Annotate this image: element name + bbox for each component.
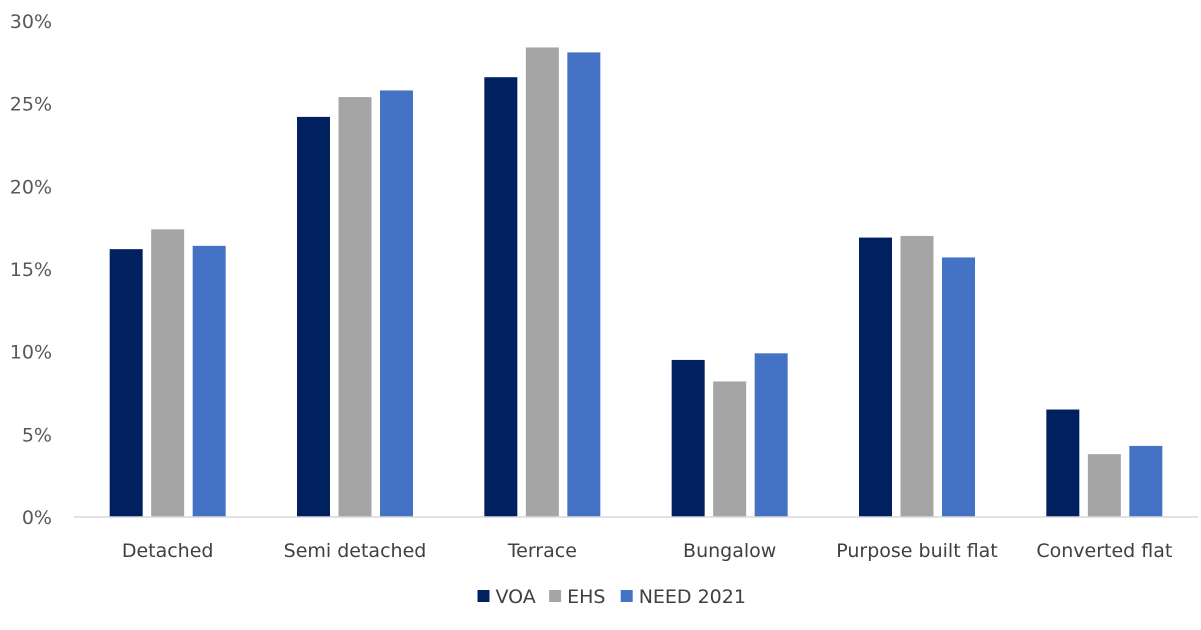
- y-tick-label: 30%: [10, 11, 52, 33]
- bar: [525, 47, 559, 517]
- bar: [297, 116, 330, 517]
- legend: VOA EHS NEED 2021: [477, 586, 746, 608]
- legend-label: EHS: [567, 586, 605, 608]
- bar: [567, 52, 601, 518]
- bar: [484, 77, 518, 518]
- x-tick-label: Converted flat: [1036, 540, 1172, 562]
- x-axis: Detached Semi detached Terrace Bungalow Purp…: [122, 540, 1172, 562]
- x-tick-label: Bungalow: [683, 540, 776, 562]
- bar: [192, 245, 226, 517]
- y-axis: 0% 5% 10% 15% 20% 25% 30%: [10, 11, 52, 529]
- bar: [1087, 454, 1121, 517]
- x-tick-label: Detached: [122, 540, 214, 562]
- x-tick-label: Terrace: [507, 540, 577, 562]
- bar: [900, 235, 934, 517]
- bar: [859, 237, 892, 517]
- bar: [109, 249, 143, 517]
- y-tick-label: 10%: [10, 342, 52, 364]
- bars: [109, 47, 1163, 518]
- legend-label: NEED 2021: [639, 586, 746, 608]
- legend-swatch: [620, 590, 633, 602]
- bar: [1129, 445, 1163, 517]
- bar: [671, 359, 705, 517]
- y-tick-label: 0%: [22, 507, 52, 529]
- bar: [1046, 409, 1080, 517]
- bar: [338, 97, 372, 517]
- bar: [380, 90, 413, 517]
- y-tick-label: 25%: [10, 94, 52, 116]
- bar: [713, 381, 747, 517]
- bar: [754, 353, 788, 517]
- x-tick-label: Purpose built flat: [836, 540, 998, 562]
- bar: [151, 229, 185, 517]
- x-tick-label: Semi detached: [284, 540, 427, 562]
- legend-swatch: [549, 590, 562, 602]
- bar: [942, 257, 975, 517]
- y-tick-label: 15%: [10, 259, 52, 281]
- y-tick-label: 5%: [22, 424, 52, 446]
- legend-swatch: [477, 590, 490, 602]
- legend-label: VOA: [496, 586, 536, 608]
- y-tick-label: 20%: [10, 176, 52, 198]
